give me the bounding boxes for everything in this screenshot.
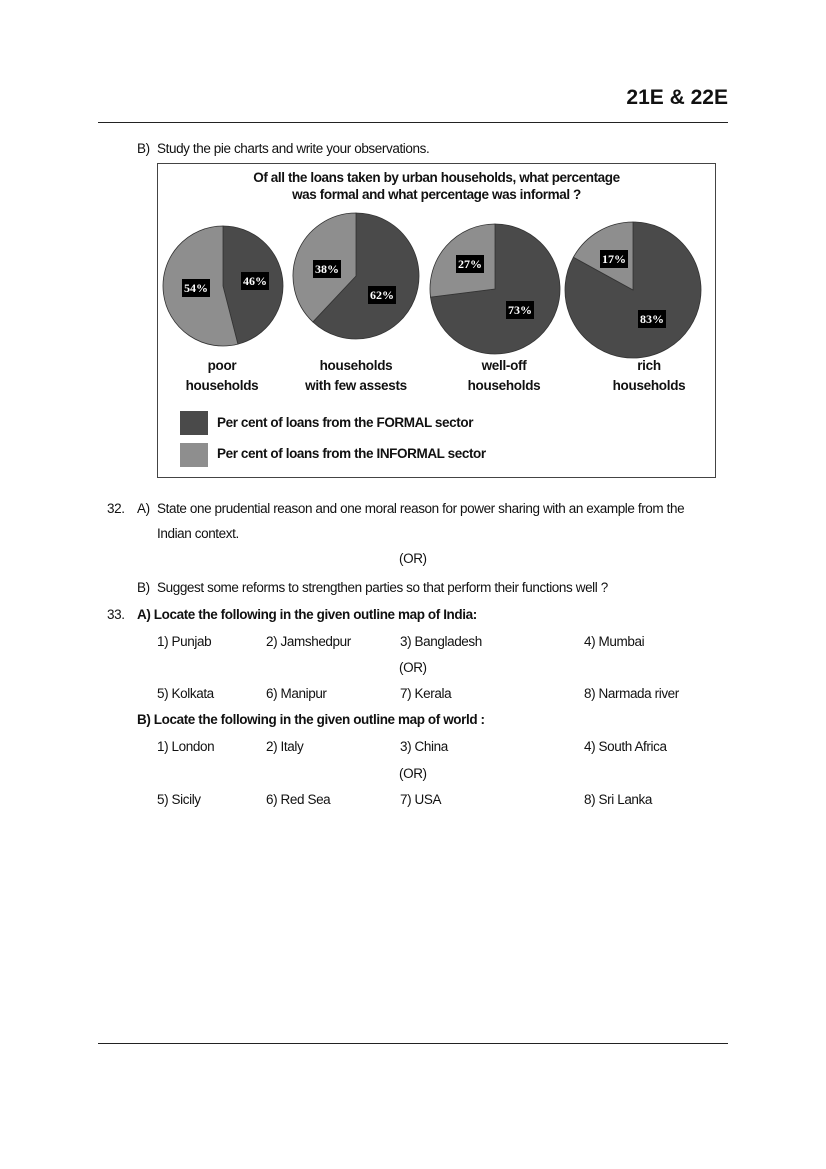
pie-charts: 46% 54% 62% 38% 73% 27% 83% 17% [162, 212, 702, 359]
list-item: 3) China [400, 739, 448, 754]
data-label-box [506, 301, 534, 319]
data-label-text: 38% [315, 262, 339, 276]
data-label-formal: 73% [506, 301, 534, 319]
list-item: 8) Narmada river [584, 686, 679, 701]
data-label-box [638, 310, 666, 328]
list-item: 7) Kerala [400, 686, 452, 701]
data-label-informal: 38% [313, 260, 341, 278]
caption-line: rich [637, 358, 661, 373]
caption-line: poor [207, 358, 237, 373]
pie-caption-rich: rich households [569, 356, 729, 396]
list-item: 6) Red Sea [266, 792, 331, 807]
chart-title-line2: was formal and what percentage was infor… [292, 187, 581, 202]
data-label-formal: 62% [368, 286, 396, 304]
caption-line: well-off [481, 358, 527, 373]
pie-chart-figure: Of all the loans taken by urban househol… [157, 163, 716, 478]
pie-caption-well-off: well-off households [424, 356, 584, 396]
chart-title-line1: Of all the loans taken by urban househol… [253, 170, 620, 185]
footer-divider [98, 1043, 728, 1044]
q32a-label: A) [137, 501, 150, 516]
pie-caption-poor: poor households [142, 356, 302, 396]
list-item: 7) USA [400, 792, 442, 807]
caption-line: households [612, 378, 686, 393]
header-divider [98, 122, 728, 123]
data-label-text: 27% [458, 257, 482, 271]
data-label-box [600, 250, 628, 268]
legend-swatch-formal [180, 411, 208, 435]
q32b-label: B) [137, 580, 150, 595]
caption-line: households [319, 358, 393, 373]
paper-code: 21E & 22E [626, 86, 728, 109]
list-item: 4) South Africa [584, 739, 667, 754]
data-label-box [368, 286, 396, 304]
q32a-text-line1: State one prudential reason and one mora… [157, 501, 685, 516]
caption-line: households [467, 378, 541, 393]
data-label-box [182, 279, 210, 297]
data-label-box [456, 255, 484, 273]
legend-swatch-informal [180, 443, 208, 467]
q33b-or: (OR) [399, 766, 427, 781]
caption-line: with few assests [305, 378, 407, 393]
q32b-text: Suggest some reforms to strengthen parti… [157, 580, 608, 595]
list-item: 3) Bangladesh [400, 634, 482, 649]
list-item: 4) Mumbai [584, 634, 645, 649]
data-label-text: 83% [640, 312, 664, 326]
list-item: 5) Sicily [157, 792, 201, 807]
data-label-box [241, 272, 269, 290]
data-label-box [313, 260, 341, 278]
data-label-formal: 83% [638, 310, 666, 328]
pie-slice-formal [312, 212, 420, 340]
data-label-informal: 17% [600, 250, 628, 268]
caption-line: households [185, 378, 259, 393]
list-item: 2) Italy [266, 739, 304, 754]
data-label-informal: 54% [182, 279, 210, 297]
q33a-or: (OR) [399, 660, 427, 675]
q33a-heading: A) Locate the following in the given out… [137, 607, 477, 622]
data-label-text: 46% [243, 274, 267, 288]
data-label-text: 17% [602, 252, 626, 266]
q32-number: 32. [107, 501, 125, 516]
q32a-text-line2: Indian context. [157, 526, 239, 541]
q33b-heading: B) Locate the following in the given out… [137, 712, 485, 727]
data-label-text: 62% [370, 288, 394, 302]
data-label-text: 73% [508, 303, 532, 317]
data-label-formal: 46% [241, 272, 269, 290]
q31b-label: B) [137, 141, 150, 156]
list-item: 8) Sri Lanka [584, 792, 652, 807]
list-item: 2) Jamshedpur [266, 634, 351, 649]
q33-number: 33. [107, 607, 125, 622]
list-item: 1) Punjab [157, 634, 212, 649]
list-item: 6) Manipur [266, 686, 327, 701]
data-label-text: 54% [184, 281, 208, 295]
legend-label-formal: Per cent of loans from the FORMAL sector [217, 415, 474, 430]
q32-or: (OR) [399, 551, 427, 566]
legend-label-informal: Per cent of loans from the INFORMAL sect… [217, 446, 486, 461]
list-item: 5) Kolkata [157, 686, 214, 701]
pie-caption-few-assets: households with few assests [276, 356, 436, 396]
pie-slice-formal [564, 221, 702, 359]
q31b-text: Study the pie charts and write your obse… [157, 141, 430, 156]
list-item: 1) London [157, 739, 215, 754]
data-label-informal: 27% [456, 255, 484, 273]
